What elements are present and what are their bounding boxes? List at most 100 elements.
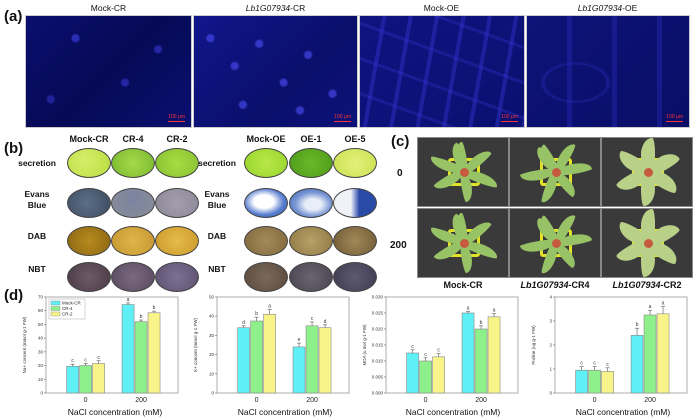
chart-na-content: 0 10 20 30 40 50 60 70 Na+ concent (mmol g-1 FW)… xyxy=(18,293,183,405)
y-tick-label: 40 xyxy=(38,336,44,341)
plant-row-label-200: 200 xyxy=(390,240,407,251)
y-tick-label: 20 xyxy=(38,363,44,368)
x-axis-label: NaCl concentration (mM) xyxy=(67,407,163,417)
fluorescence-image-lb-oe: 100 μm xyxy=(526,15,690,128)
legend-swatch xyxy=(50,306,61,311)
x-axis-label: NaCl concentration (mM) xyxy=(405,407,501,417)
label-line: Evans xyxy=(24,189,50,199)
leaf-disc-evans-cr4 xyxy=(111,188,155,218)
panel-d-letter: (d) xyxy=(4,287,24,304)
bar-mock-cr xyxy=(292,346,306,394)
significance-letter: d xyxy=(242,320,245,326)
leaf-disc-evans-mock-cr xyxy=(67,188,111,218)
plant-row-label-0: 0 xyxy=(397,168,403,179)
significance-letter: c xyxy=(84,358,87,364)
leaf-disc-dab-oe5 xyxy=(333,226,377,256)
y-tick-label: 0 xyxy=(211,391,214,396)
significance-letter: a xyxy=(649,304,652,310)
significance-letter: b xyxy=(153,305,156,311)
x-tick-label: 200 xyxy=(306,397,318,404)
x-tick-label: 200 xyxy=(475,397,487,404)
leaf-disc-dab-cr4 xyxy=(111,226,155,256)
scale-bar: 100 μm xyxy=(334,114,351,120)
leaf-disc-nbt-mock-cr xyxy=(67,262,111,292)
bar-cr-2 xyxy=(263,313,276,394)
leaf-disc-secretion-oe5 xyxy=(333,148,377,178)
bar-cr-4 xyxy=(134,321,148,394)
bar-mock-cr xyxy=(237,327,250,394)
stain-header: CR-2 xyxy=(166,134,188,144)
significance-letter: c xyxy=(97,355,100,361)
significance-letter: a xyxy=(127,297,130,303)
bar-cr-4 xyxy=(305,325,319,394)
stain-row-label: NBT xyxy=(208,264,226,274)
scale-bar: 100 μm xyxy=(168,114,185,120)
leaf-disc-evans-oe5 xyxy=(333,188,377,218)
stain-row-label: NBT xyxy=(28,264,46,274)
y-tick-label: 70 xyxy=(38,295,44,300)
leaf-disc-nbt-mock-oe xyxy=(244,262,288,292)
y-tick-label: 0.010 xyxy=(372,359,384,364)
label-line: Evans xyxy=(204,189,230,199)
y-tick-label: 3 xyxy=(549,319,552,324)
bar-mock-cr xyxy=(406,352,419,394)
stain-row-label: Evans Blue xyxy=(192,189,242,211)
bar-cr-2 xyxy=(656,313,670,394)
y-tick-label: 0 xyxy=(40,391,43,396)
stain-header: Mock-OE xyxy=(246,134,286,144)
plant-col-label-cr2: Lb1G07934-CR2 xyxy=(601,280,693,290)
significance-letter: c xyxy=(606,362,609,368)
label-suffix: -OE xyxy=(622,3,638,13)
significance-letter: b xyxy=(480,320,483,326)
y-axis-label: MDA (u mol g-1 FW) xyxy=(362,324,367,366)
significance-letter: a xyxy=(467,305,470,311)
legend-label: CR-4 xyxy=(62,306,73,311)
bar-cr-4 xyxy=(643,314,657,394)
x-tick-label: 0 xyxy=(424,397,428,404)
label-line: Blue xyxy=(207,200,227,210)
y-tick-label: 4 xyxy=(549,295,552,300)
bar-cr-4 xyxy=(419,360,432,394)
leaf-disc-secretion-cr4 xyxy=(111,148,155,178)
leaf-disc-evans-oe1 xyxy=(289,188,333,218)
leaf-disc-secretion-mock-oe xyxy=(244,148,288,178)
legend-label: CR-2 xyxy=(62,312,73,317)
significance-letter: b xyxy=(255,311,258,317)
bar-mock-cr xyxy=(575,369,588,394)
panel-b-letter: (b) xyxy=(4,140,24,157)
y-tick-label: 1 xyxy=(549,367,552,372)
significance-letter: c xyxy=(437,348,440,354)
bar-cr-2 xyxy=(318,327,332,394)
stain-header: CR-4 xyxy=(122,134,144,144)
x-tick-label: 0 xyxy=(84,397,88,404)
legend-label: Mock-CR xyxy=(62,301,81,306)
fluo-label-mock-cr: Mock-CR xyxy=(90,3,127,13)
bar-cr-2 xyxy=(432,356,445,394)
significance-letter: c xyxy=(311,316,314,322)
y-tick-label: 20 xyxy=(209,352,215,357)
bar-cr-2 xyxy=(487,316,501,394)
leaf-disc-dab-cr2 xyxy=(155,226,199,256)
significance-letter: c xyxy=(71,358,74,364)
scale-bar: 100 μm xyxy=(666,114,683,120)
y-axis-label: Na+ concent (mmol g-1 FW) xyxy=(22,316,27,373)
significance-letter: c xyxy=(580,361,583,367)
y-tick-label: 10 xyxy=(209,371,215,376)
x-tick-label: 0 xyxy=(593,397,597,404)
stain-row-label: secretion xyxy=(18,158,56,168)
leaf-disc-nbt-oe1 xyxy=(289,262,333,292)
plant-photo xyxy=(417,208,509,278)
fluo-label-lb-cr: Lb1G07934-CR xyxy=(193,3,358,13)
bar-mock-cr xyxy=(461,312,475,394)
bar-mock-cr xyxy=(121,304,135,394)
stain-row-label: DAB xyxy=(207,231,227,241)
leaf-disc-secretion-cr2 xyxy=(155,148,199,178)
x-tick-label: 200 xyxy=(135,397,147,404)
x-axis-label: NaCl concentration (mM) xyxy=(575,407,671,417)
x-axis-label: NaCl concentration (mM) xyxy=(237,407,333,417)
legend-swatch xyxy=(50,311,61,317)
label-suffix: -CR xyxy=(290,3,306,13)
x-tick-label: 0 xyxy=(255,397,259,404)
y-tick-label: 0.015 xyxy=(372,343,384,348)
y-tick-label: 0.020 xyxy=(372,327,384,332)
